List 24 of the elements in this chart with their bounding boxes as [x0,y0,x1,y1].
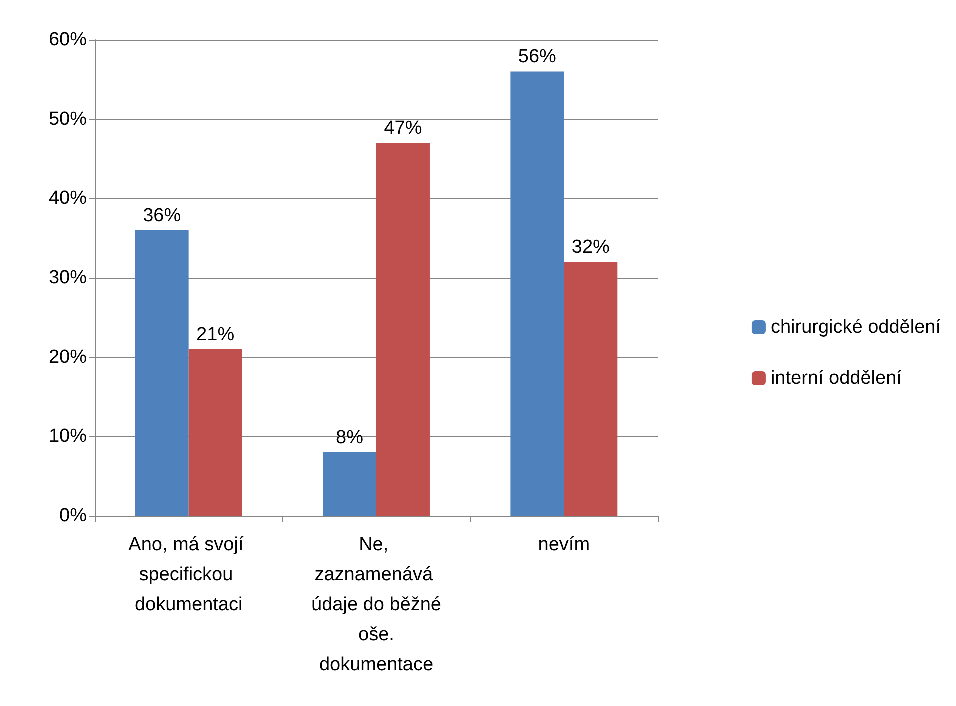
data-label: 32% [572,237,610,258]
data-label: 21% [196,324,235,346]
x-tick-label: nevím [538,534,590,556]
y-tick-label: 40% [48,188,88,210]
y-tick-label: 30% [48,268,88,288]
data-label: 56% [518,46,557,68]
bar [376,143,430,516]
data-label: 47% [384,118,422,140]
data-label: 36% [143,205,182,226]
y-tick-label: 0% [60,506,88,526]
bar [188,349,242,516]
bar [135,230,189,516]
legend-label: interní oddělení [770,368,903,389]
bar [510,72,564,516]
x-tick-label: Ano, má svojí specifickou dokumentaci [128,534,250,616]
y-tick-label: 50% [48,108,88,130]
bar [323,452,376,516]
y-tick-label: 20% [48,346,88,368]
y-tick-label: 10% [48,426,88,448]
data-label: 8% [336,428,364,449]
x-tick-label: Ne, zaznamenává údaje do běžné oše. dokumentace [312,534,442,676]
bar [564,262,618,516]
legend-label: chirurgické oddělení [770,317,942,338]
y-tick-label: 60% [48,30,88,50]
